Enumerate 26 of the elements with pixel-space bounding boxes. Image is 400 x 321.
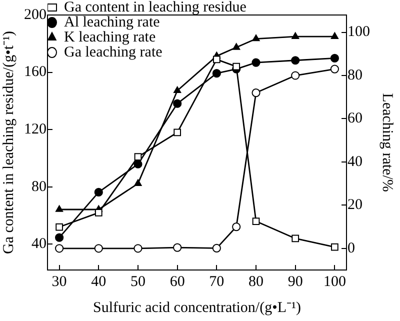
x-tick-label: 40 <box>91 274 106 290</box>
y2-tick-label: 0 <box>348 240 355 256</box>
x-tick-label: 90 <box>288 274 303 290</box>
legend-label: Ga content in leaching residue <box>64 0 247 16</box>
y-tick-label: 160 <box>24 64 46 80</box>
x-tick-label: 50 <box>130 274 146 290</box>
y-tick-label: 120 <box>24 122 46 138</box>
x-tick-label: 70 <box>209 274 224 290</box>
legend-label: Ga leaching rate <box>64 44 163 60</box>
x-tick-label: 60 <box>170 274 185 290</box>
y-axis-title: Ga content in leaching residue/(g•t⁻¹) <box>0 30 17 254</box>
y2-axis-title: Leaching rate/% <box>379 93 396 192</box>
x-tick-label: 100 <box>323 274 346 290</box>
legend-label: Al leaching rate <box>64 14 160 30</box>
y-tick-label: 40 <box>32 236 46 252</box>
y2-tick-label: 100 <box>348 24 370 40</box>
x-tick-label: 80 <box>248 274 264 290</box>
x-axis-title: Sulfuric acid concentration/(g•L⁻¹) <box>92 300 302 316</box>
y2-tick-label: 40 <box>348 154 362 170</box>
y-tick-label: 200 <box>24 6 46 23</box>
legend-label: K leaching rate <box>64 29 156 46</box>
x-tick-label: 30 <box>52 274 67 290</box>
y2-tick-label: 60 <box>348 110 362 127</box>
y2-tick-label: 20 <box>348 197 362 214</box>
y2-tick-label: 80 <box>348 67 362 84</box>
y-tick-label: 80 <box>32 178 46 195</box>
